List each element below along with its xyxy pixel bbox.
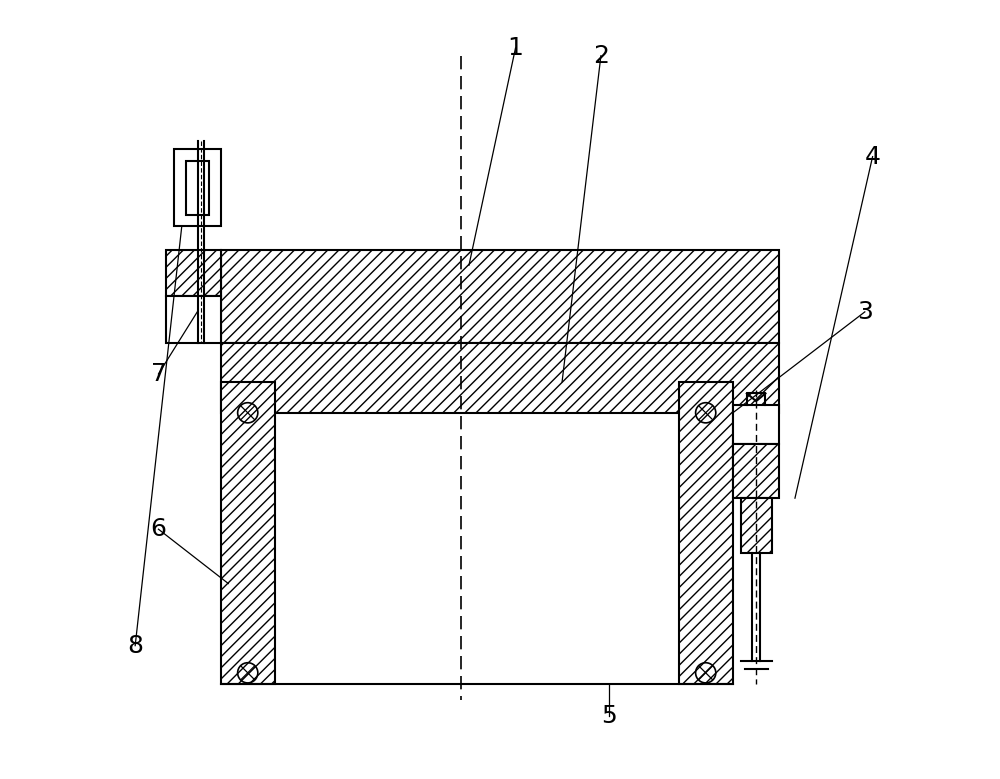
Text: 4: 4: [865, 145, 881, 168]
Bar: [221, 343, 779, 413]
Bar: [733, 444, 779, 499]
Text: 6: 6: [150, 517, 166, 541]
Bar: [174, 149, 221, 227]
Text: 3: 3: [857, 300, 873, 324]
Text: 5: 5: [601, 703, 617, 728]
Bar: [221, 382, 275, 685]
Text: 8: 8: [127, 633, 143, 657]
Bar: [186, 160, 209, 215]
Text: 7: 7: [151, 362, 166, 386]
Bar: [733, 405, 779, 444]
Bar: [741, 499, 772, 552]
Text: 1: 1: [508, 36, 523, 60]
Bar: [166, 250, 221, 296]
Bar: [679, 382, 733, 685]
Bar: [166, 296, 221, 343]
Bar: [221, 250, 779, 343]
Text: 2: 2: [593, 44, 609, 68]
